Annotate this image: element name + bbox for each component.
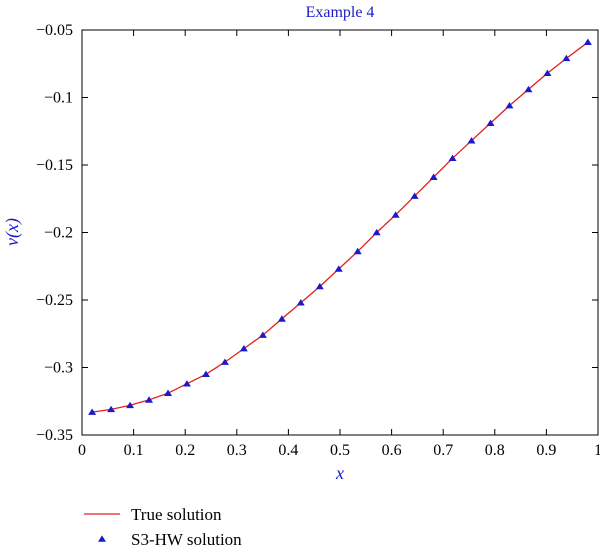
s3-hw-marker: [505, 102, 514, 109]
s3-hw-marker: [145, 396, 154, 403]
s3-hw-marker: [372, 228, 381, 236]
s3-hw-marker: [220, 358, 229, 365]
s3-hw-marker: [88, 408, 97, 415]
s3-hw-marker: [410, 192, 419, 199]
y-tick-label: −0.35: [36, 427, 73, 444]
s3-hw-marker: [486, 119, 495, 126]
y-tick-label: −0.05: [36, 22, 73, 39]
x-tick-label: 0.7: [433, 442, 453, 459]
y-axis-label: v(x): [2, 218, 23, 246]
x-axis-label: x: [335, 463, 344, 483]
y-tick-label: −0.1: [44, 90, 73, 107]
legend-true-solution-label: True solution: [131, 505, 222, 524]
y-tick-label: −0.25: [36, 292, 73, 309]
s3-hw-marker: [543, 69, 552, 76]
s3-hw-marker: [239, 345, 248, 352]
chart-title: Example 4: [306, 4, 375, 21]
y-axis: −0.35 −0.3 −0.25 −0.2 −0.15 −0.1 −0.05: [36, 22, 598, 444]
s3-hw-marker: [353, 247, 362, 255]
x-tick-label: 1: [594, 442, 600, 459]
x-tick-label: 0.3: [227, 442, 247, 459]
s3-hw-marker: [107, 405, 116, 413]
s3-hw-marker: [429, 173, 438, 180]
x-axis: 0 0.1 0.2 0.3 0.4 0.5 0.6 0.7 0.8 0.9 1: [78, 30, 600, 459]
plot-frame: [81, 29, 599, 436]
y-tick-label: −0.15: [36, 157, 73, 174]
s3-hw-marker: [391, 211, 400, 218]
s3-hw-marker: [524, 85, 533, 93]
x-tick-label: 0: [78, 442, 86, 459]
s3-hw-marker: [296, 299, 305, 306]
x-tick-label: 0.4: [278, 442, 298, 459]
s3-hw-marker: [562, 54, 571, 62]
legend-s3-hw-label: S3-HW solution: [131, 530, 242, 548]
x-tick-label: 0.1: [124, 442, 144, 459]
y-tick-label: −0.2: [44, 225, 73, 242]
x-tick-label: 0.5: [330, 442, 350, 459]
y-tick-label: −0.3: [44, 360, 73, 377]
s3-hw-marker: [201, 370, 210, 378]
s3-hw-marker: [277, 315, 286, 322]
s3-hw-markers: [88, 38, 592, 415]
legend-s3-hw-swatch: [98, 535, 106, 542]
legend: True solution S3-HW solution: [84, 505, 242, 548]
s3-hw-marker: [467, 137, 476, 144]
s3-hw-marker: [258, 331, 267, 338]
x-tick-label: 0.9: [536, 442, 556, 459]
s3-hw-marker: [126, 401, 135, 409]
s3-hw-marker: [334, 265, 343, 272]
s3-hw-marker: [448, 154, 457, 162]
s3-hw-marker: [315, 282, 324, 290]
x-tick-label: 0.8: [485, 442, 505, 459]
s3-hw-marker: [164, 389, 173, 396]
s3-hw-marker: [182, 380, 191, 387]
x-tick-label: 0.2: [175, 442, 195, 459]
s3-hw-marker: [583, 38, 592, 45]
x-tick-label: 0.6: [382, 442, 402, 459]
true-solution-line: [92, 41, 589, 413]
